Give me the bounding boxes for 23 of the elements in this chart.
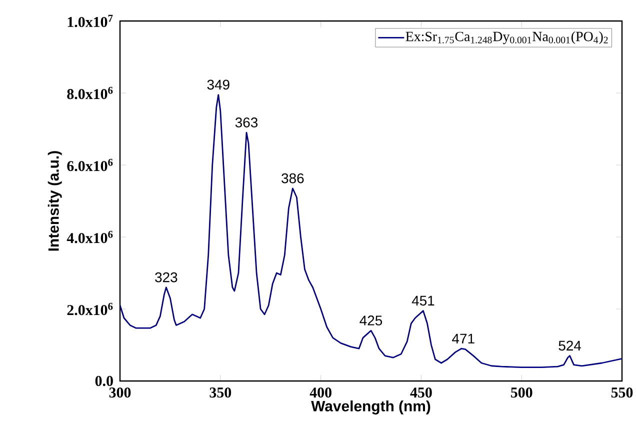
annotation: 323 xyxy=(155,272,178,282)
y-tick-label: 0.0 xyxy=(95,376,113,386)
annotation: 386 xyxy=(282,173,304,184)
x-tick-label: 450 xyxy=(410,388,432,398)
y-axis-title: Intensity (a.u.) xyxy=(48,151,62,251)
x-tick-label: 400 xyxy=(310,388,332,398)
y-tick-label: 8.0x10$^{6}$ xyxy=(67,86,113,100)
annotation: 524 xyxy=(558,340,582,351)
y-tick-label: 4.0x10$^{6}$ xyxy=(66,230,113,244)
annotation: 363 xyxy=(235,118,258,128)
x-tick-label: 350 xyxy=(210,388,232,398)
y-tick-label: 6.0x10$^{6}$ xyxy=(67,158,113,172)
x-tick-label: 500 xyxy=(510,388,532,398)
annotation: 425 xyxy=(360,316,382,326)
x-tick-label: 550 xyxy=(611,388,633,398)
y-tick-label: 1.0x10$^{7}$ xyxy=(68,14,113,28)
x-axis-title: Wavelength (nm) xyxy=(311,400,430,414)
x-tick-label: 300 xyxy=(109,388,131,398)
y-tick-label: 2.0x10$^{6}$ xyxy=(67,302,113,316)
annotation: 451 xyxy=(412,296,434,306)
annotation: 471 xyxy=(452,334,474,344)
text: Ex:Sr$_{1.75}$Ca$_{1.248}$Dy$_{0.001}$Na$_{0.001}$(PO$_{4}$)$_{2}$ xyxy=(406,31,608,44)
annotation: 349 xyxy=(207,80,230,90)
